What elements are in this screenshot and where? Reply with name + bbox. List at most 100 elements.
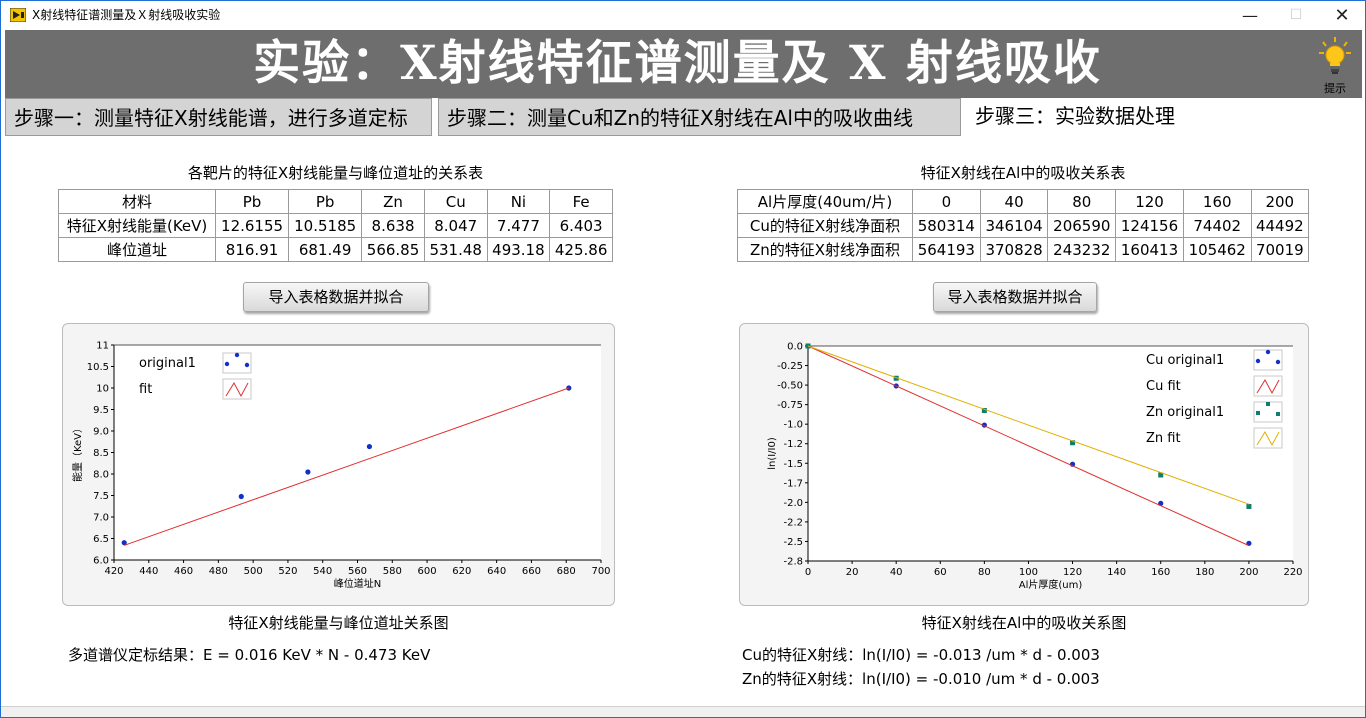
data-point	[366, 443, 373, 450]
legend-marker	[244, 362, 250, 368]
x-tick-label: 680	[557, 566, 576, 577]
minimize-button[interactable]: —	[1242, 6, 1258, 25]
table-cell[interactable]: 200	[1250, 189, 1310, 214]
table-cell[interactable]: 816.91	[214, 237, 290, 262]
legend-label: Cu fit	[1146, 379, 1181, 394]
table-cell[interactable]: 425.86	[549, 237, 613, 262]
legend-marker	[1255, 358, 1261, 364]
table-cell[interactable]: Cu的特征X射线净面积	[737, 213, 913, 238]
y-tick-label: 9.0	[93, 427, 109, 438]
table-cell[interactable]: Fe	[549, 189, 613, 214]
table-cell[interactable]: 566.85	[361, 237, 425, 262]
left-table-title: 各靶片的特征X射线能量与峰位道址的关系表	[187, 164, 484, 182]
x-tick-label: 600	[418, 566, 437, 577]
hint-label: 提示	[1324, 82, 1346, 95]
table-cell[interactable]: Cu	[423, 189, 488, 214]
legend-label: Cu original1	[1146, 353, 1224, 368]
status-strip	[1, 706, 1365, 717]
legend-line-swatch	[225, 381, 249, 398]
legend-label: Zn fit	[1146, 431, 1181, 446]
table-cell[interactable]: 564193	[912, 237, 981, 262]
table-cell[interactable]: 8.638	[361, 213, 425, 238]
plot-area	[114, 345, 601, 560]
zn-fit-result: Zn的特征X射线：ln(I/I0) = -0.010 /um * d - 0.0…	[742, 670, 1100, 688]
x-tick-label: 420	[104, 566, 123, 577]
table-cell[interactable]: 531.48	[423, 237, 488, 262]
table-cell[interactable]: Zn	[361, 189, 425, 214]
data-point	[305, 469, 311, 475]
table-cell[interactable]: 8.047	[423, 213, 488, 238]
x-tick-label: 20	[846, 567, 859, 578]
table-row: 特征X射线能量(KeV) 12.6155 10.5185 8.638 8.047…	[58, 213, 613, 238]
maximize-button[interactable]: ☐	[1289, 7, 1303, 23]
legend-marker	[224, 361, 230, 367]
legend-marker	[1266, 402, 1270, 406]
table-cell[interactable]: 7.477	[486, 213, 551, 238]
table-row: 峰位道址 816.91 681.49 566.85 531.48 493.18 …	[58, 237, 613, 262]
table-cell[interactable]: 243232	[1047, 237, 1117, 262]
window-title: X射线特征谱测量及Ｘ射线吸收实验	[32, 8, 221, 22]
table-cell[interactable]: 580314	[912, 213, 981, 238]
x-tick-label: 440	[139, 566, 158, 577]
table-cell[interactable]: 峰位道址	[58, 237, 216, 262]
table-cell[interactable]: Pb	[288, 189, 363, 214]
legend-line-swatch	[1256, 378, 1280, 395]
y-tick-label: -0.75	[777, 400, 803, 411]
table-cell[interactable]: Ni	[486, 189, 551, 214]
energy-channel-table: 材料 Pb Pb Zn Cu Ni Fe 特征X射线能量(KeV) 12.615…	[58, 189, 613, 262]
table-cell[interactable]: 40	[979, 189, 1049, 214]
import-fit-button-right[interactable]: 导入表格数据并拟合	[933, 282, 1097, 312]
table-cell[interactable]: 74402	[1182, 213, 1252, 238]
table-cell[interactable]: 681.49	[288, 237, 363, 262]
table-cell[interactable]: 160413	[1115, 237, 1184, 262]
y-tick-label: 10.5	[87, 362, 109, 373]
y-tick-label: -2.0	[783, 498, 803, 509]
import-fit-button-left[interactable]: 导入表格数据并拟合	[243, 282, 429, 312]
x-axis-label: 峰位道址N	[334, 577, 381, 590]
table-cell[interactable]: 124156	[1115, 213, 1184, 238]
x-tick-label: 580	[383, 566, 402, 577]
y-tick-label: 7.5	[93, 491, 109, 502]
tab-step1[interactable]: 步骤一：测量特征X射线能谱，进行多道定标	[5, 98, 432, 136]
table-row: 材料 Pb Pb Zn Cu Ni Fe	[58, 189, 613, 214]
table-cell[interactable]: 6.403	[549, 213, 613, 238]
table-cell[interactable]: 材料	[58, 189, 216, 214]
title-bar: X射线特征谱测量及Ｘ射线吸收实验 — ☐ ✕	[1, 1, 1365, 30]
legend-marker	[1275, 359, 1281, 365]
x-tick-label: 520	[278, 566, 297, 577]
table-cell[interactable]: 370828	[979, 237, 1049, 262]
y-tick-label: -1.2	[783, 439, 803, 450]
absorption-chart-frame: 0 20 40 60 80 100 120 140 160 180 200 220 0.0 -0.25 -0…	[739, 323, 1309, 606]
table-cell[interactable]: 12.6155	[214, 213, 290, 238]
table-cell[interactable]: 80	[1047, 189, 1117, 214]
table-cell[interactable]: 206590	[1047, 213, 1117, 238]
table-cell[interactable]: 493.18	[486, 237, 551, 262]
table-cell[interactable]: Zn的特征X射线净面积	[737, 237, 913, 262]
x-tick-label: 700	[591, 566, 610, 577]
y-tick-label: -1.5	[783, 459, 803, 470]
table-cell[interactable]: 105462	[1182, 237, 1252, 262]
plot-area	[808, 346, 1293, 561]
table-cell[interactable]: 346104	[979, 213, 1049, 238]
y-tick-label: -2.5	[783, 537, 803, 548]
right-chart-caption: 特征X射线在Al中的吸收关系图	[921, 614, 1127, 632]
table-cell[interactable]: 70019	[1250, 237, 1310, 262]
energy-channel-chart-frame: 420 440 460 480 500 520 540 560 580 600 620 640 660 6…	[62, 323, 615, 606]
y-axis-label: ln(I/I0)	[767, 437, 778, 470]
table-cell[interactable]: 160	[1182, 189, 1252, 214]
hint-button[interactable]: 提示	[1317, 36, 1353, 96]
table-cell[interactable]: 10.5185	[288, 213, 363, 238]
table-cell[interactable]: Pb	[214, 189, 290, 214]
table-cell[interactable]: 120	[1115, 189, 1184, 214]
table-cell[interactable]: 44492	[1250, 213, 1310, 238]
x-tick-label: 0	[805, 567, 811, 578]
header-banner: 实验：X射线特征谱测量及 X 射线吸收 提示	[5, 30, 1362, 98]
table-cell[interactable]: 0	[912, 189, 981, 214]
close-button[interactable]: ✕	[1334, 5, 1350, 26]
lightbulb-icon	[1319, 37, 1351, 74]
table-cell[interactable]: 特征X射线能量(KeV)	[58, 213, 216, 238]
tab-step3[interactable]: 步骤三：实验数据处理	[967, 98, 1362, 136]
table-cell[interactable]: Al片厚度(40um/片)	[737, 189, 913, 214]
tab-step2[interactable]: 步骤二：测量Cu和Zn的特征X射线在Al中的吸收曲线	[438, 98, 961, 136]
